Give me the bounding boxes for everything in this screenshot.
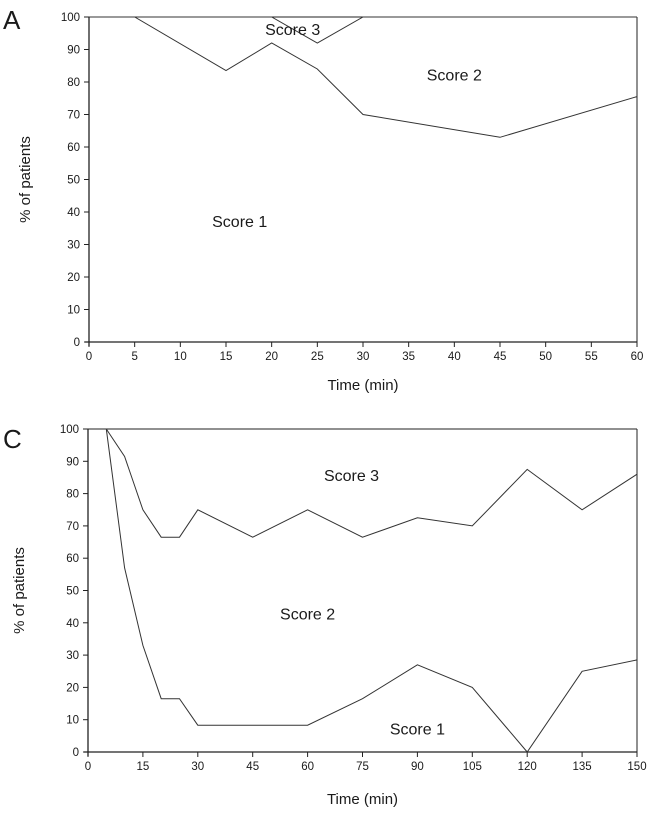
chart-panel-a: 0 10 20 30 40 50 60 70 80 90 100 0 5 10 15 20 25 30 35 40 45… xyxy=(17,12,643,394)
y-tick-label: 80 xyxy=(67,77,80,89)
x-tick-label: 50 xyxy=(539,351,552,363)
x-tick-label: 55 xyxy=(585,351,598,363)
series-boundary-line-1 xyxy=(105,428,638,753)
y-tick-label: 20 xyxy=(66,682,79,694)
region-label-score-2: Score 2 xyxy=(280,607,335,624)
x-axis-title: Time (min) xyxy=(327,377,398,394)
y-tick-label: 10 xyxy=(66,715,79,727)
x-tick-label: 10 xyxy=(174,351,187,363)
y-tick-label: 20 xyxy=(67,272,80,284)
region-label-score-1: Score 1 xyxy=(390,721,445,738)
series-boundary-line-2 xyxy=(89,16,637,44)
y-tick-label: 90 xyxy=(67,45,80,57)
x-tick-label: 40 xyxy=(448,351,461,363)
series-boundary-line-2 xyxy=(105,428,638,538)
y-tick-label: 70 xyxy=(67,110,80,122)
x-tick-label: 45 xyxy=(246,761,259,773)
y-tick-label: 30 xyxy=(67,240,80,252)
region-label-score-1: Score 1 xyxy=(212,214,267,231)
region-label-score-3: Score 3 xyxy=(324,468,379,485)
y-tick-label: 100 xyxy=(61,12,80,24)
x-tick-label: 90 xyxy=(411,761,424,773)
x-tick-label: 60 xyxy=(631,351,644,363)
x-tick-label: 25 xyxy=(311,351,324,363)
x-tick-label: 30 xyxy=(191,761,204,773)
y-tick-label: 40 xyxy=(67,207,80,219)
panel-letter-a: A xyxy=(3,5,21,35)
x-tick-label: 15 xyxy=(220,351,233,363)
x-tick-label: 0 xyxy=(85,761,91,773)
y-tick-label: 10 xyxy=(67,305,80,317)
x-tick-label: 75 xyxy=(356,761,369,773)
y-tick-label: 70 xyxy=(66,521,79,533)
y-tick-label: 100 xyxy=(60,424,79,436)
x-tick-label: 105 xyxy=(463,761,482,773)
x-tick-label: 45 xyxy=(494,351,507,363)
x-tick-label: 5 xyxy=(131,351,137,363)
y-tick-label: 30 xyxy=(66,650,79,662)
x-tick-label: 0 xyxy=(86,351,92,363)
y-tick-label: 0 xyxy=(74,337,80,349)
x-tick-label: 30 xyxy=(357,351,370,363)
y-tick-label: 60 xyxy=(67,142,80,154)
x-tick-label: 150 xyxy=(627,761,646,773)
x-tick-label: 135 xyxy=(573,761,592,773)
series-boundary-line-1 xyxy=(89,16,638,138)
y-tick-label: 50 xyxy=(67,175,80,187)
y-tick-label: 0 xyxy=(73,747,79,759)
y-tick-label: 40 xyxy=(66,618,79,630)
panel-letter-c: C xyxy=(3,424,22,454)
region-label-score-3: Score 3 xyxy=(265,22,320,39)
x-tick-label: 35 xyxy=(402,351,415,363)
y-axis-title: % of patients xyxy=(17,136,34,223)
x-tick-label: 15 xyxy=(137,761,150,773)
y-tick-label: 60 xyxy=(66,553,79,565)
y-tick-label: 50 xyxy=(66,586,79,598)
x-tick-label: 120 xyxy=(518,761,537,773)
x-tick-label: 60 xyxy=(301,761,314,773)
x-tick-label: 20 xyxy=(265,351,278,363)
y-tick-label: 80 xyxy=(66,489,79,501)
y-tick-label: 90 xyxy=(66,456,79,468)
chart-panel-c: 0 10 20 30 40 50 60 70 80 90 100 0 15 30 45 60 75 90 105 12… xyxy=(11,424,647,808)
x-axis-title: Time (min) xyxy=(327,791,398,808)
region-label-score-2: Score 2 xyxy=(427,68,482,85)
y-axis-title: % of patients xyxy=(11,547,28,634)
